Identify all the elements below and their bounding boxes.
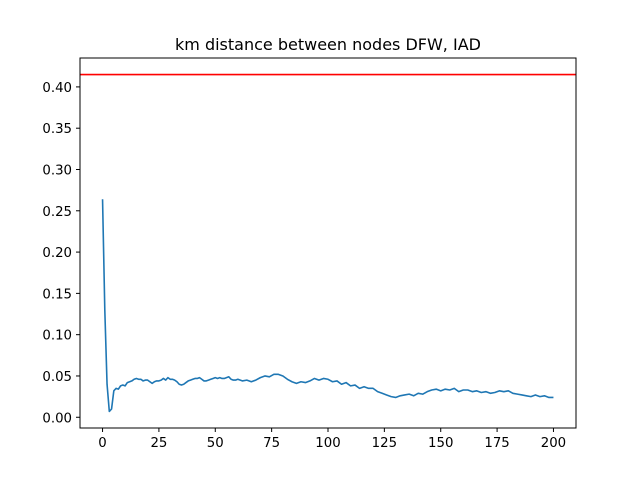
y-tick-label: 0.25 [42, 205, 72, 220]
y-tick-label: 0.15 [42, 287, 72, 302]
plot-area [80, 73, 576, 413]
x-tick-label: 50 [207, 436, 224, 451]
y-tick-label: 0.00 [42, 411, 72, 426]
y-tick-label: 0.10 [42, 329, 72, 344]
x-tick-label: 150 [428, 436, 453, 451]
chart-title: km distance between nodes DFW, IAD [175, 35, 481, 54]
y-tick-label: 0.30 [42, 163, 72, 178]
y-tick-label: 0.05 [42, 370, 72, 385]
x-axis: 0 25 50 75 100 125 150 175 200 [98, 428, 566, 451]
x-tick-label: 100 [315, 436, 340, 451]
x-tick-label: 200 [541, 436, 566, 451]
y-tick-label: 0.20 [42, 246, 72, 261]
y-axis: 0.00 0.05 0.10 0.15 0.20 0.25 0.30 0.35 0.40 [42, 81, 80, 426]
y-tick-label: 0.35 [42, 122, 72, 137]
x-tick-label: 75 [263, 436, 280, 451]
x-tick-label: 175 [484, 436, 509, 451]
x-tick-label: 25 [150, 436, 167, 451]
x-tick-label: 0 [98, 436, 106, 451]
y-tick-label: 0.40 [42, 81, 72, 96]
series-line-distance [101, 199, 554, 413]
x-tick-label: 125 [372, 436, 397, 451]
